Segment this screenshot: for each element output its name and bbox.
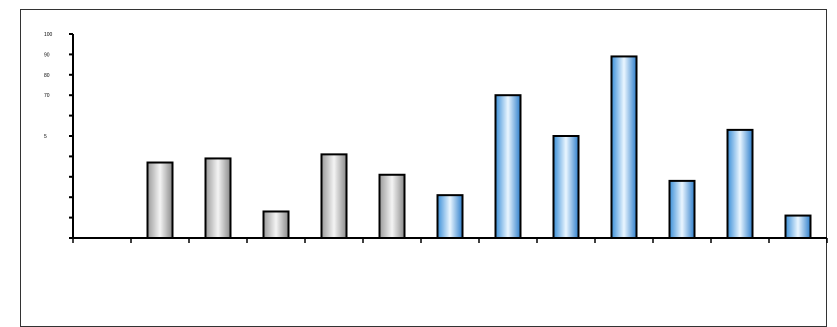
y-tick-label: 5 — [44, 134, 47, 140]
bar-gray-2 — [204, 157, 232, 239]
bar-blue-6 — [436, 194, 464, 240]
bar-gray-5 — [378, 173, 406, 239]
bar-blue-11 — [726, 128, 754, 240]
bars — [146, 55, 812, 240]
bar-gray-1 — [146, 161, 174, 240]
bar-gray-4 — [320, 153, 348, 239]
y-axis-tick-labels: 5 70 80 90 100 — [44, 32, 53, 140]
bar-blue-8 — [552, 135, 580, 239]
bar-blue-12 — [784, 214, 812, 239]
y-tick-label: 100 — [44, 32, 53, 38]
y-tick-label: 90 — [44, 52, 50, 58]
y-tick-label: 80 — [44, 73, 50, 79]
bar-blue-7 — [494, 94, 522, 239]
bar-gray-3 — [262, 210, 290, 239]
bar-blue-9 — [610, 55, 638, 239]
y-tick-label: 70 — [44, 93, 50, 99]
bar-blue-10 — [668, 179, 696, 240]
